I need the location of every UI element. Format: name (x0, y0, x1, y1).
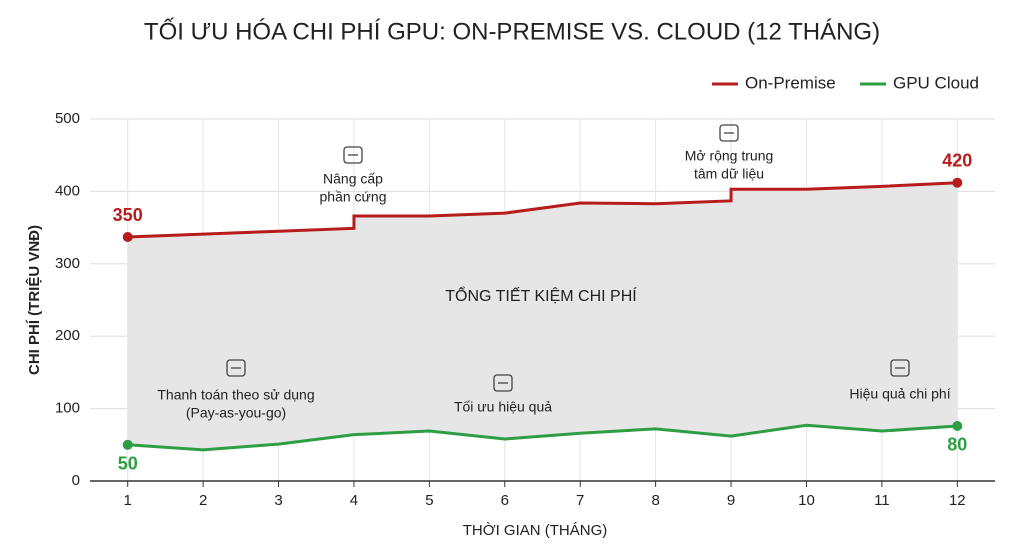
y-tick-label: 100 (55, 400, 80, 417)
y-tick-label: 300 (55, 255, 80, 272)
x-tick-label: 3 (274, 492, 282, 509)
icon-shape (226, 359, 246, 377)
x-tick-label: 6 (501, 492, 509, 509)
y-tick-label: 200 (55, 327, 80, 344)
chart-title: TỐI ƯU HÓA CHI PHÍ GPU: ON-PREMISE VS. C… (144, 17, 880, 45)
y-tick-label: 0 (72, 472, 80, 489)
y-axis-label: CHI PHÍ (TRIỆU VNĐ) (25, 225, 43, 375)
end-point (122, 232, 133, 243)
icon-shape (493, 374, 513, 392)
legend-label: On-Premise (745, 73, 836, 92)
x-tick-label: 1 (124, 492, 132, 509)
savings-area (127, 182, 958, 450)
x-tick-label: 4 (350, 492, 358, 509)
legend-label: GPU Cloud (893, 73, 979, 92)
end-point (952, 420, 963, 431)
x-tick-label: 10 (798, 492, 815, 509)
x-tick-label: 11 (874, 492, 890, 509)
x-tick-label: 12 (949, 492, 966, 509)
x-tick-label: 5 (425, 492, 433, 509)
callout-text: Tối ưu hiệu quả (454, 399, 552, 415)
x-tick-label: 9 (727, 492, 735, 509)
x-tick-label: 2 (199, 492, 207, 509)
line (127, 181, 958, 239)
end-point (122, 439, 133, 450)
callout-text: Mở rộng trung (685, 148, 774, 164)
callout-icon (719, 124, 739, 142)
icon-shape (890, 359, 910, 377)
line (127, 423, 958, 452)
y-tick-label: 400 (55, 182, 80, 199)
callout-icon (343, 146, 363, 164)
callout-icon (890, 359, 910, 377)
x-tick-label: 7 (576, 492, 584, 509)
y-tick-label: 500 (55, 110, 80, 127)
savings-label: TỔNG TIẾT KIỆM CHI PHÍ (445, 286, 637, 305)
callout-icon (226, 359, 246, 377)
callout-text: tâm dữ liệu (694, 166, 764, 182)
end-label: 420 (942, 150, 972, 170)
icon-shape (719, 124, 739, 142)
x-axis-label: THỜI GIAN (THÁNG) (463, 522, 608, 539)
callout-text: Hiệu quả chi phí (849, 386, 950, 402)
callout-text: phần cứng (320, 189, 387, 205)
x-tick-label: 8 (651, 492, 659, 509)
icon-shape (343, 146, 363, 164)
end-label: 50 (118, 454, 138, 474)
end-label: 80 (947, 435, 967, 455)
end-label: 350 (113, 205, 143, 225)
callout-text: (Pay-as-you-go) (186, 405, 286, 421)
callout-icon (493, 374, 513, 392)
callout-text: Thanh toán theo sử dụng (157, 387, 314, 403)
callout-text: Nâng cấp (323, 171, 383, 187)
end-point (952, 177, 963, 188)
